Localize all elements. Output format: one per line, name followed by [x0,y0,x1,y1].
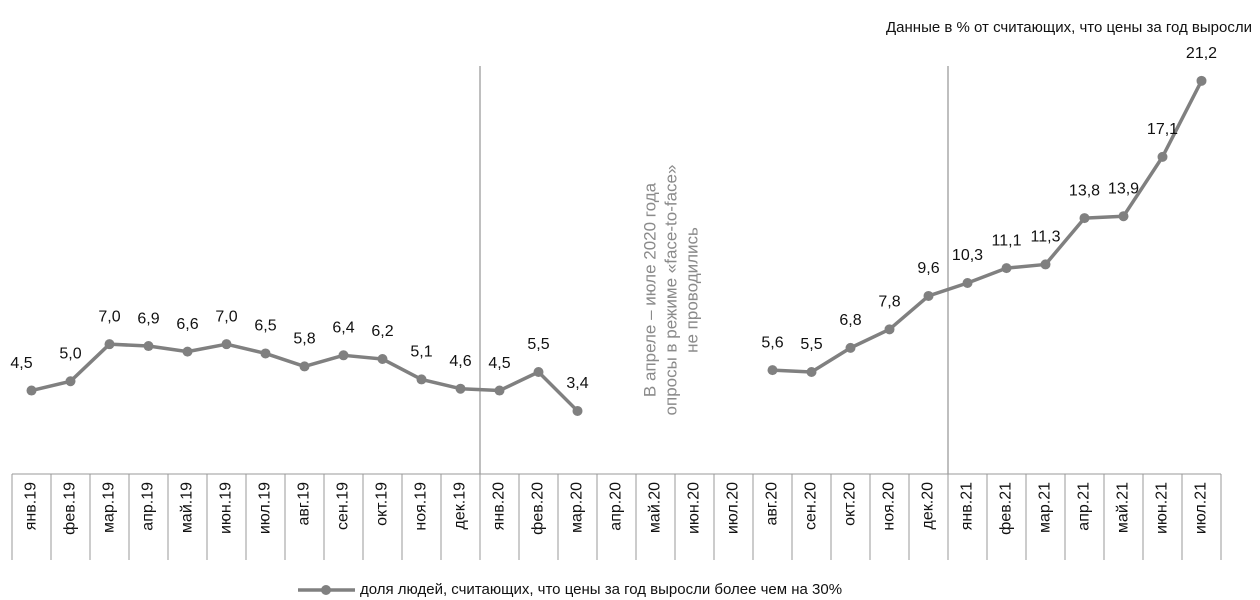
x-tick-label: сен.20 [803,482,820,530]
data-label: 13,8 [1069,182,1100,199]
x-tick-label: сен.19 [335,482,352,530]
data-point [65,376,76,387]
x-tick-label: янв.20 [491,482,508,530]
data-label: 11,1 [992,232,1022,249]
x-tick-label: июн.20 [686,482,703,534]
data-point [1118,211,1129,222]
x-tick-label: июн.19 [218,482,235,534]
x-tick-label: фев.19 [62,482,79,535]
data-label: 6,9 [137,310,159,327]
data-label: 5,1 [410,344,432,361]
x-tick-label: ноя.19 [413,482,430,531]
data-point [806,367,817,377]
data-label: 17,1 [1147,121,1178,138]
data-point [1196,75,1207,86]
data-label: 6,2 [371,323,393,340]
data-label: 6,8 [839,312,861,329]
data-label: 7,8 [878,294,900,311]
annotation-line: опросы в режиме «face-to-face» [661,165,680,416]
legend-marker [321,585,331,595]
data-point [260,348,271,359]
data-point [533,367,544,377]
data-point [104,339,115,350]
data-point [221,339,232,350]
data-label: 5,5 [527,336,549,353]
x-tick-label: июл.21 [1193,482,1210,534]
x-tick-label: июл.20 [725,482,742,534]
x-tick-label: июл.19 [257,482,274,534]
data-label: 5,8 [293,331,315,348]
data-point [1157,151,1168,162]
data-label: 5,5 [800,336,822,353]
x-tick-label: янв.19 [23,482,40,530]
x-tick-label: авг.20 [764,482,781,526]
data-point [455,383,466,394]
x-tick-label: янв.21 [959,482,976,530]
data-label: 5,0 [59,345,81,362]
x-tick-label: фев.21 [998,482,1015,535]
data-point [962,277,973,288]
x-tick-label: апр.19 [140,482,157,531]
x-tick-label: мар.20 [569,482,586,533]
data-label: 6,4 [332,320,354,337]
data-label: 13,9 [1108,180,1139,197]
data-label: 6,6 [176,316,198,333]
data-point [26,385,37,396]
x-tick-label: ноя.20 [881,482,898,531]
data-point [143,341,154,352]
x-tick-label: май.20 [647,482,664,533]
data-point [884,324,895,335]
x-tick-label: фев.20 [530,482,547,535]
series-line [31,80,1204,413]
data-label: 9,6 [917,260,939,277]
x-tick-label: май.21 [1115,482,1132,533]
annotation-line: В апреле – июле 2020 года [640,182,659,397]
chart-note: Данные в % от считающих, что цены за год… [886,19,1252,36]
data-point [572,405,583,416]
data-label: 7,0 [98,308,120,325]
data-label: 6,5 [254,318,276,335]
data-label: 4,6 [449,353,471,370]
data-point [1040,259,1051,270]
x-tick-label: мар.19 [101,482,118,533]
data-label: 10,3 [952,247,983,264]
data-point [494,385,505,396]
data-point [299,361,310,372]
x-tick-label: апр.21 [1076,482,1093,531]
x-tick-label: дек.19 [452,482,469,530]
data-label: 11,3 [1031,229,1061,246]
x-tick-label: дек.20 [920,482,937,530]
legend-label: доля людей, считающих, что цены за год в… [360,581,842,598]
data-label: 7,0 [215,308,237,325]
data-point [416,374,427,385]
data-label: 21,2 [1186,45,1217,62]
annotation-line: не проводились [682,227,701,353]
annotation: В апреле – июле 2020 года опросы в режим… [640,165,701,416]
x-tick-label: апр.20 [608,482,625,531]
data-label: 4,5 [488,355,510,372]
data-point [767,365,778,376]
data-point [377,354,388,365]
x-tick-label: мар.21 [1037,482,1054,533]
data-point [1001,263,1012,274]
x-tick-label: июн.21 [1154,482,1171,534]
x-tick-label: окт.20 [842,482,859,526]
x-tick-label: май.19 [179,482,196,533]
data-point [1079,213,1090,224]
data-label: 4,5 [10,355,32,372]
x-tick-label: авг.19 [296,482,313,526]
x-tick-label: окт.19 [374,482,391,526]
data-point [182,346,193,357]
data-point [338,350,349,361]
data-label: 3,4 [566,375,588,392]
data-point [845,342,856,353]
data-point [923,290,934,301]
data-label: 5,6 [761,334,783,351]
